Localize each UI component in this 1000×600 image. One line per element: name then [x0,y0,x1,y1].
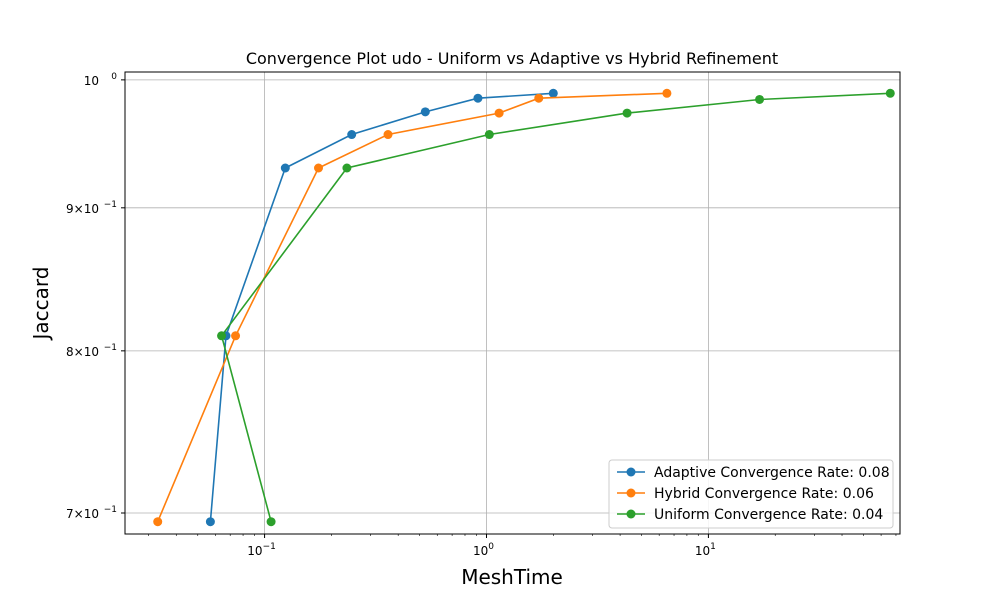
y-tick-label: 10 0 [84,72,118,88]
series-1 [205,88,558,527]
y-axis-label: Jaccard [29,267,53,342]
legend-label: Adaptive Convergence Rate: 0.08 [654,465,890,481]
data-point [473,93,483,103]
data-point [548,88,558,98]
legend-box [608,459,894,529]
legend: Adaptive Convergence Rate: 0.08 Hybrid Co… [608,459,894,529]
legend-label: Hybrid Convergence Rate: 0.06 [654,486,874,502]
series-line [220,92,891,522]
data-point [622,108,632,118]
data-point [383,130,393,140]
data-point [153,517,163,527]
data-point [217,331,227,341]
data-point [280,163,290,173]
data-point [755,94,765,104]
x-tick-label: 10−1 [247,542,276,558]
legend-marker [626,467,636,477]
legend-marker [626,488,636,498]
series-3 [217,88,895,527]
legend-item: Adaptive Convergence Rate: 0.08 [617,465,890,481]
grid [125,72,900,534]
y-tick-label: 8×10 −1 [66,343,117,359]
chart-title: Convergence Plot udo - Uniform vs Adapti… [246,49,778,68]
series-line [209,92,554,522]
legend-item: Hybrid Convergence Rate: 0.06 [617,486,874,502]
data-point [347,130,357,140]
x-tick-label: 100 [473,542,494,558]
x-tick-label: 101 [695,542,716,558]
data-point [484,130,494,140]
data-point [205,517,215,527]
x-axis-label: MeshTime [461,565,563,589]
data-point [534,93,544,103]
data-point [342,163,352,173]
data-point [494,108,504,118]
plot-frame [124,71,901,535]
series-line [156,92,667,523]
legend-item: Uniform Convergence Rate: 0.04 [617,507,883,523]
data-point [420,107,430,117]
data-point [266,517,276,527]
y-tick-label: 9×10 −1 [66,200,117,216]
legend-marker [626,509,636,519]
legend-label: Uniform Convergence Rate: 0.04 [654,507,883,523]
series-2 [153,88,672,527]
data-point [885,88,895,98]
data-point [231,331,241,341]
plot-series [153,88,895,527]
data-point [314,163,324,173]
y-tick-label: 7×10 −1 [66,505,117,521]
data-point [662,88,672,98]
